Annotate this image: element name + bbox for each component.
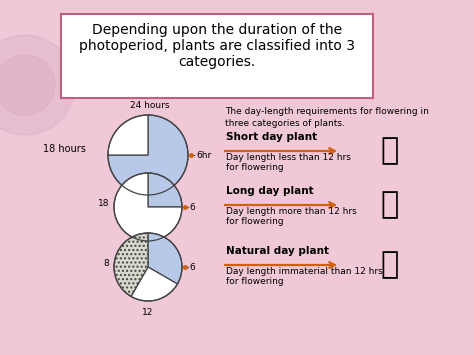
Wedge shape xyxy=(108,115,188,195)
Text: Day length less than 12 hrs
for flowering: Day length less than 12 hrs for flowerin… xyxy=(226,153,351,173)
Circle shape xyxy=(0,35,75,135)
Text: 6: 6 xyxy=(189,202,195,212)
Text: 12: 12 xyxy=(142,219,154,228)
Text: Natural day plant: Natural day plant xyxy=(226,246,329,256)
Wedge shape xyxy=(131,267,177,301)
Text: Day length more than 12 hrs
for flowering: Day length more than 12 hrs for flowerin… xyxy=(226,207,357,226)
Text: The day-length requirements for flowering in
three categories of plants.: The day-length requirements for flowerin… xyxy=(225,107,429,128)
Text: 24 hours: 24 hours xyxy=(130,101,170,110)
FancyBboxPatch shape xyxy=(61,14,373,98)
Text: Day length immaterial than 12 hrs
for flowering: Day length immaterial than 12 hrs for fl… xyxy=(226,267,383,286)
Text: Long day plant: Long day plant xyxy=(226,186,314,196)
Wedge shape xyxy=(108,115,148,155)
Text: 24: 24 xyxy=(142,248,154,257)
Wedge shape xyxy=(114,233,148,296)
Text: Short day plant: Short day plant xyxy=(226,132,317,142)
Text: 6: 6 xyxy=(189,262,195,272)
Wedge shape xyxy=(114,173,182,241)
Text: 24: 24 xyxy=(142,159,154,168)
Text: 18 hours: 18 hours xyxy=(43,144,86,154)
Text: 🌼: 🌼 xyxy=(381,137,399,165)
Text: Depending upon the duration of the: Depending upon the duration of the xyxy=(92,23,342,37)
Text: categories.: categories. xyxy=(178,55,255,69)
Text: 🌼: 🌼 xyxy=(381,251,399,279)
Text: 12: 12 xyxy=(142,308,154,317)
Text: 🌼: 🌼 xyxy=(381,191,399,219)
Text: 18: 18 xyxy=(98,200,109,208)
Text: 8: 8 xyxy=(103,260,109,268)
Text: 6hr: 6hr xyxy=(196,151,211,159)
Wedge shape xyxy=(148,233,182,284)
Wedge shape xyxy=(148,173,182,207)
Circle shape xyxy=(0,55,55,115)
Text: photoperiod, plants are classified into 3: photoperiod, plants are classified into … xyxy=(79,39,355,53)
Text: hours
24: hours 24 xyxy=(135,204,161,223)
